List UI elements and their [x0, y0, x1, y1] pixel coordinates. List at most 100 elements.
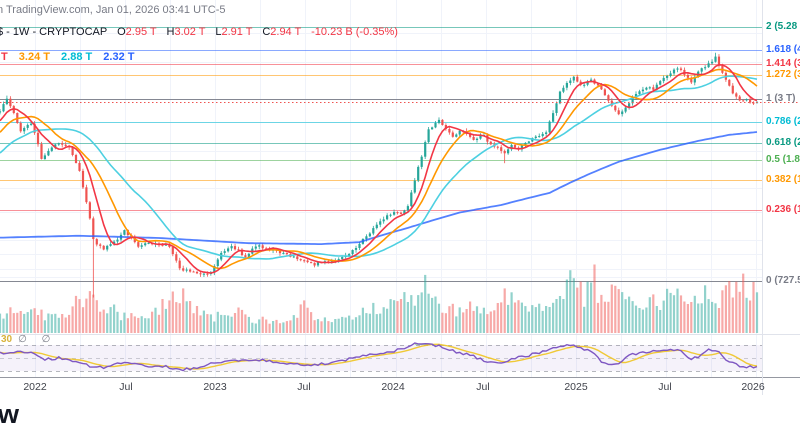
candle-body: [735, 93, 738, 97]
candle-body: [679, 68, 683, 70]
volume-bar: [510, 292, 513, 333]
candle-body: [244, 255, 247, 258]
candle-body: [524, 142, 527, 146]
candle-body: [565, 83, 568, 88]
candle-body: [552, 113, 555, 122]
time-axis[interactable]: 2022 Jul 2023 Jul 2024 Jul 2025 Jul 2026: [0, 377, 800, 395]
volume-bar: [717, 308, 721, 333]
candle-body: [451, 132, 454, 137]
volume-bar: [296, 317, 299, 333]
volume-bar: [78, 299, 81, 333]
time-axis-label: Jul: [658, 381, 672, 393]
volume-bar: [590, 282, 593, 333]
candle-body: [85, 187, 88, 203]
volume-bar: [330, 322, 333, 333]
price-axis-label: 1.414 (3: [766, 58, 800, 69]
time-axis-label: Jul: [119, 381, 133, 393]
candle-body: [303, 260, 306, 262]
candle-body: [81, 170, 85, 188]
candle-body: [607, 95, 610, 101]
candle-body: [742, 100, 745, 102]
candle-body: [676, 68, 679, 70]
volume-bar: [147, 318, 150, 333]
volume-bar: [368, 313, 371, 333]
moving-average-line-blue: [0, 131, 758, 246]
volume-bar: [40, 309, 43, 333]
volume-bar: [417, 295, 420, 333]
candle-body: [240, 249, 244, 256]
volume-bar: [393, 300, 396, 333]
candle-body: [230, 246, 233, 249]
volume-bar: [26, 312, 29, 333]
volume-bar: [81, 307, 85, 333]
volume-bar: [541, 310, 544, 333]
candle-body: [92, 218, 95, 240]
price-axis-label: 0 (727.5: [766, 275, 800, 286]
volume-bar: [735, 281, 738, 333]
volume-bar: [2, 318, 5, 333]
volume-bar: [749, 300, 752, 333]
volume-bar: [327, 321, 330, 333]
volume-bar: [99, 311, 102, 333]
candle-body: [175, 254, 178, 261]
candle-body: [192, 271, 195, 273]
volume-bar: [258, 319, 261, 333]
candle-body: [299, 259, 302, 261]
candle-body: [354, 248, 358, 250]
candle-body: [489, 141, 492, 145]
candle-body: [95, 239, 98, 245]
candle-body: [199, 273, 202, 275]
volume-bar: [178, 303, 181, 333]
candle-body: [624, 107, 627, 112]
candle-body: [372, 228, 375, 234]
candle-body: [313, 262, 316, 266]
volume-bar: [482, 307, 485, 333]
candle-body: [603, 89, 606, 96]
candle-body: [71, 147, 74, 155]
volume-bar: [479, 313, 482, 333]
candle-body: [216, 259, 219, 266]
price-axis[interactable]: 2 (5.28 1.618 (4 1.414 (3 1.272 (3 1 (3 T) 0.…: [762, 0, 800, 395]
volume-bar: [209, 314, 212, 333]
candle-body: [500, 147, 503, 151]
volume-bar: [102, 309, 105, 333]
candle-body: [711, 61, 714, 64]
candle-body: [185, 269, 188, 271]
volume-bar: [486, 314, 489, 333]
volume-bar: [679, 295, 683, 333]
volume-bar: [628, 296, 631, 333]
candle-body: [458, 130, 461, 135]
volume-bar: [337, 318, 340, 333]
volume-bar: [503, 288, 506, 333]
volume-bar: [728, 281, 731, 333]
candle-body: [109, 244, 112, 246]
candle-body: [672, 69, 676, 74]
volume-bar: [666, 288, 669, 333]
candle-body: [396, 212, 399, 214]
volume-bar: [19, 311, 22, 333]
volume-bar: [175, 302, 178, 333]
volume-bar: [600, 294, 603, 333]
volume-bar: [500, 302, 503, 333]
volume-bar: [693, 295, 696, 333]
candle-body: [520, 145, 523, 150]
volume-bar: [154, 307, 157, 333]
price-axis-label: 1 (3 T): [766, 93, 796, 104]
volume-bar: [95, 300, 98, 333]
candle-body: [282, 252, 285, 254]
candle-body: [261, 245, 264, 249]
candle-body: [330, 260, 333, 262]
volume-bar: [638, 308, 641, 333]
candle-body: [182, 268, 185, 271]
volume-bar: [648, 297, 651, 333]
candle-body: [690, 77, 693, 83]
moving-average-line: [0, 75, 758, 260]
candle-body: [731, 85, 734, 94]
volume-bar: [513, 302, 517, 333]
volume-bar: [275, 319, 278, 333]
volume-bar: [396, 301, 399, 333]
candle-body: [728, 79, 731, 86]
volume-bar: [669, 292, 672, 333]
volume-bar: [344, 317, 347, 333]
